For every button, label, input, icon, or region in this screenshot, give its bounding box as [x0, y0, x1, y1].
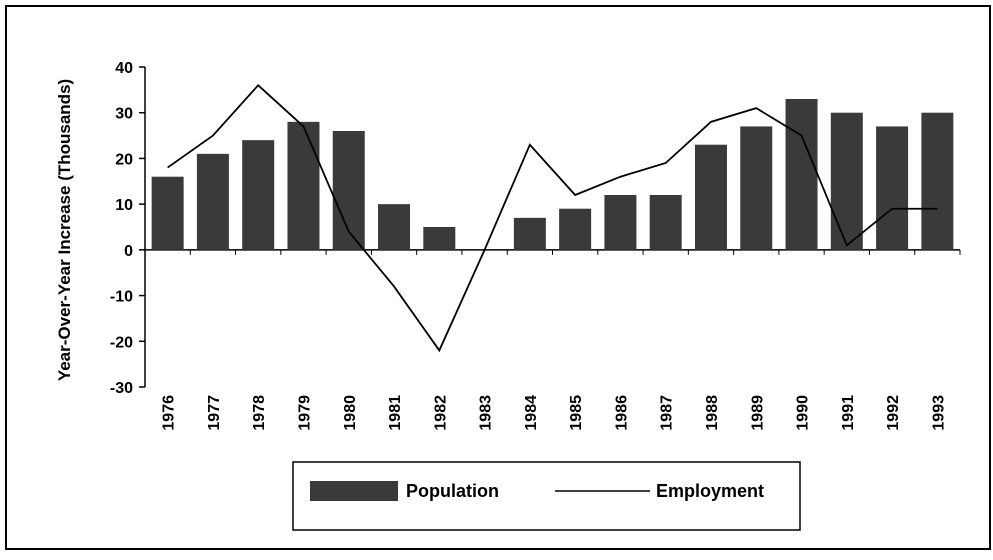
bar: [423, 227, 456, 250]
x-tick-label: 1986: [613, 395, 630, 431]
y-tick-label: 40: [115, 60, 133, 77]
y-tick-label: 20: [115, 151, 133, 168]
bar: [378, 204, 411, 250]
x-tick-label: 1992: [885, 395, 902, 431]
y-tick-label: -20: [110, 334, 133, 351]
legend-label: Employment: [656, 481, 764, 501]
chart-frame: [5, 5, 991, 550]
legend-box: [292, 461, 801, 531]
x-tick-label: 1976: [161, 395, 178, 431]
bar: [559, 208, 592, 250]
bar: [921, 112, 954, 250]
y-tick-label: -30: [110, 380, 133, 397]
bar: [242, 140, 275, 250]
x-tick-label: 1988: [704, 395, 721, 431]
y-tick-label: -10: [110, 289, 133, 306]
bar: [649, 195, 682, 250]
x-tick-label: 1985: [568, 395, 585, 431]
x-tick-label: 1979: [296, 395, 313, 431]
x-tick-label: 1987: [659, 395, 676, 431]
legend-label: Population: [406, 481, 499, 501]
y-axis-label: Year-Over-Year Increase (Thousands): [55, 79, 74, 381]
bar: [604, 195, 637, 250]
y-tick-label: 30: [115, 106, 133, 123]
bar: [287, 121, 320, 250]
x-tick-label: 1984: [523, 395, 540, 431]
bar: [876, 126, 909, 250]
x-tick-label: 1991: [840, 395, 857, 431]
y-tick-label: 10: [115, 197, 133, 214]
x-tick-label: 1981: [387, 395, 404, 431]
x-tick-label: 1982: [432, 395, 449, 431]
bar: [830, 112, 863, 250]
x-tick-label: 1978: [251, 395, 268, 431]
y-tick-label: 0: [124, 243, 133, 260]
bar: [151, 176, 184, 250]
bar: [196, 153, 229, 250]
bar: [694, 144, 727, 250]
x-tick-label: 1989: [749, 395, 766, 431]
x-tick-label: 1993: [930, 395, 947, 431]
x-tick-label: 1983: [478, 395, 495, 431]
x-tick-label: 1980: [342, 395, 359, 431]
bar: [740, 126, 773, 250]
bar: [785, 99, 818, 250]
x-tick-label: 1990: [795, 395, 812, 431]
x-tick-label: 1977: [206, 395, 223, 431]
legend-swatch: [310, 481, 398, 501]
bar: [513, 217, 546, 250]
line: [167, 84, 938, 353]
